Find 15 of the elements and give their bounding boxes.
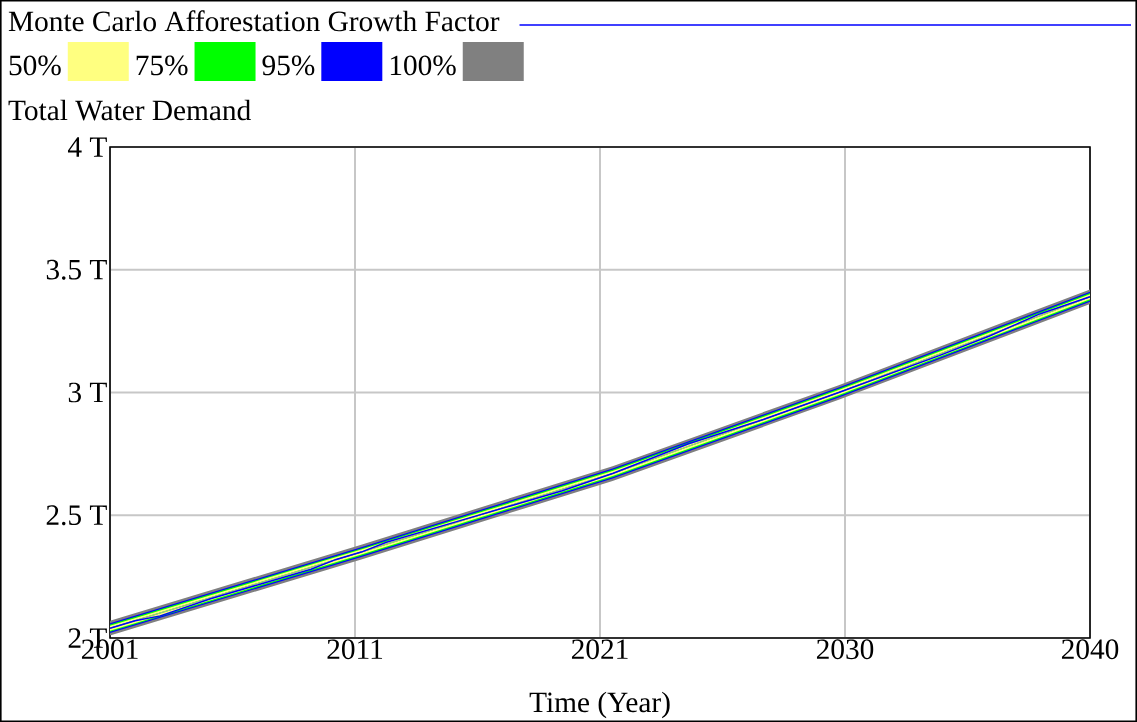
x-tick-label: 2021 xyxy=(571,639,628,660)
y-tick-label: 4 T xyxy=(67,137,107,157)
chart-title: Monte Carlo Afforestation Growth Factor xyxy=(8,10,500,32)
legend-label: 100% xyxy=(390,55,456,76)
x-tick-label: 2040 xyxy=(1061,639,1119,660)
x-tick-label: 2011 xyxy=(327,639,383,660)
y-tick-label: 2.5 T xyxy=(46,505,107,526)
y-tick-label: 3.5 T xyxy=(46,259,107,280)
legend-label: 50% xyxy=(9,55,61,76)
y-axis-title: Total Water Demand xyxy=(8,99,251,121)
legend-label: 95% xyxy=(262,55,315,76)
x-tick-label: 2030 xyxy=(816,639,874,660)
legend-label: 75% xyxy=(136,55,188,76)
y-tick-label: 3 T xyxy=(68,382,107,403)
x-axis-title: Time (Year) xyxy=(529,691,670,719)
